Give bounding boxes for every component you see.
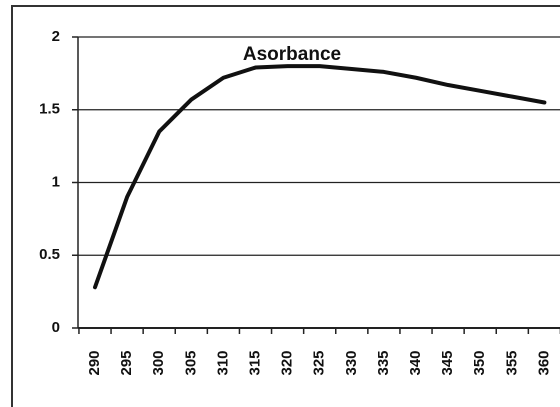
- x-tick-label: 360: [535, 350, 552, 375]
- chart-frame: [11, 5, 560, 407]
- x-tick-label: 290: [86, 350, 103, 375]
- x-tick-label: 335: [375, 350, 392, 375]
- x-tick-label: 295: [118, 350, 135, 375]
- y-tick-label: 2: [52, 28, 60, 45]
- x-tick-label: 305: [182, 350, 199, 375]
- x-tick-label: 345: [439, 350, 456, 375]
- x-tick-label: 340: [407, 350, 424, 375]
- x-tick-label: 300: [150, 350, 167, 375]
- x-tick-label: 330: [343, 350, 360, 375]
- x-tick-label: 320: [279, 350, 296, 375]
- x-tick-label: 315: [246, 350, 263, 375]
- x-tick-label: 325: [311, 350, 328, 375]
- chart-title: Asorbance: [243, 44, 341, 65]
- y-tick-label: 0.5: [39, 246, 60, 263]
- data-line: [93, 64, 547, 290]
- y-tick-label: 0: [52, 319, 60, 336]
- x-tick-label: 350: [471, 350, 488, 375]
- y-tick-label: 1.5: [39, 101, 60, 118]
- y-tick-label: 1: [52, 173, 60, 190]
- x-tick-label: 355: [503, 350, 520, 375]
- x-tick-label: 310: [214, 350, 231, 375]
